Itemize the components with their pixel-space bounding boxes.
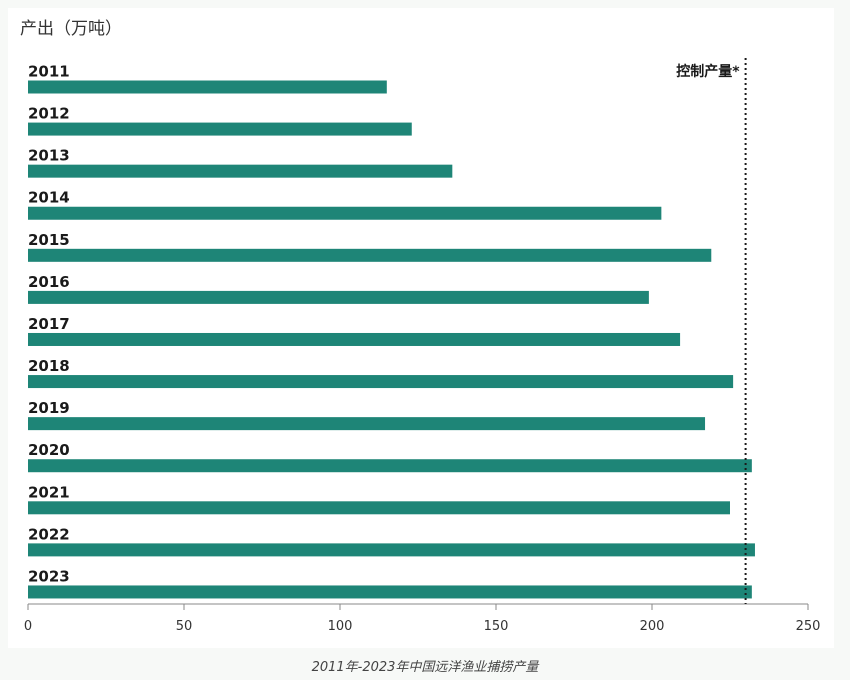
category-label-2017: 2017 [28,315,70,333]
bar-2016 [28,290,649,304]
category-label-2020: 2020 [28,441,70,459]
x-tick-label-250: 250 [796,619,821,634]
category-label-2015: 2015 [28,231,70,249]
x-ticks-group: 0 50 100 150 200 250 [24,604,821,634]
category-label-2013: 2013 [28,147,70,165]
x-tick-label-50: 50 [176,619,193,634]
bar-2020 [28,459,752,473]
bar-2022 [28,543,755,557]
category-label-2019: 2019 [28,399,70,417]
category-label-2014: 2014 [28,189,70,207]
category-label-2023: 2023 [28,567,70,585]
x-tick-label-150: 150 [484,619,509,634]
x-tick-label-200: 200 [640,619,665,634]
bar-2013 [28,164,453,178]
bar-2019 [28,417,706,431]
category-label-2022: 2022 [28,525,70,543]
category-labels-group: 2011 2012 2013 2014 2015 2016 2017 2018 2019 2020… [28,63,70,586]
y-axis-label: 产出（万吨） [20,19,122,39]
chart-panel [8,8,834,648]
reference-line-label: 控制产量* [676,63,740,80]
bar-2011 [28,80,387,94]
bar-2012 [28,122,412,136]
bar-2018 [28,375,734,389]
category-label-2021: 2021 [28,483,70,501]
bar-2021 [28,501,730,515]
category-label-2012: 2012 [28,105,70,123]
x-tick-label-100: 100 [328,619,353,634]
category-label-2018: 2018 [28,357,70,375]
bar-2014 [28,206,662,220]
category-label-2016: 2016 [28,273,70,291]
x-tick-label-0: 0 [24,619,32,634]
bar-2023 [28,585,752,599]
bar-2015 [28,248,712,262]
bars-group [28,80,755,599]
chart-caption: 2011年-2023年中国远洋渔业捕捞产量 [311,660,539,675]
bar-2017 [28,332,681,346]
category-label-2011: 2011 [28,63,70,81]
